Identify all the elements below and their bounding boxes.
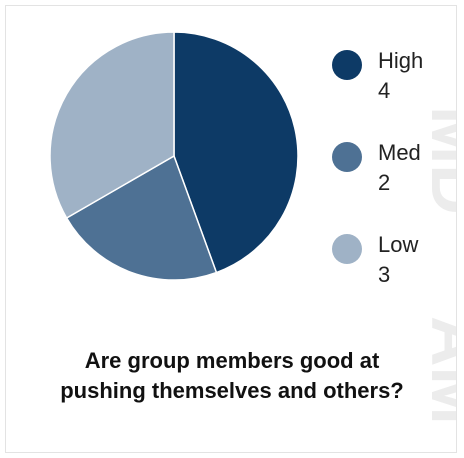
- svg-text:AM: AM: [417, 316, 457, 425]
- chart-card: MD AM High 4 Med 2 Low 3 Are group membe…: [5, 5, 457, 453]
- legend-swatch-med: [332, 142, 362, 172]
- pie-chart: [49, 31, 299, 281]
- legend-swatch-high: [332, 50, 362, 80]
- legend-count-med: 2: [378, 170, 391, 195]
- legend-swatch-low: [332, 234, 362, 264]
- legend-count-high: 4: [378, 78, 391, 103]
- watermark: MD AM: [417, 106, 457, 425]
- legend-label-med: Med: [378, 140, 421, 165]
- pie-slice-low: [49, 31, 175, 220]
- legend-label-low: Low: [378, 232, 419, 257]
- legend-item-high: High 4: [332, 46, 452, 138]
- legend-item-med: Med 2: [332, 138, 452, 230]
- chart-title-line-1: Are group members good at: [84, 348, 380, 373]
- pie-slice-high: [173, 31, 299, 274]
- legend-item-low: Low 3: [332, 230, 452, 322]
- chart-title: Are group members good at pushing themse…: [6, 346, 456, 406]
- legend-count-low: 3: [378, 262, 391, 287]
- chart-title-line-2: pushing themselves and others?: [60, 378, 404, 403]
- legend-label-high: High: [378, 48, 424, 73]
- pie-slice-med: [65, 154, 218, 281]
- legend: High 4 Med 2 Low 3: [332, 46, 452, 322]
- svg-text:MD: MD: [417, 106, 457, 215]
